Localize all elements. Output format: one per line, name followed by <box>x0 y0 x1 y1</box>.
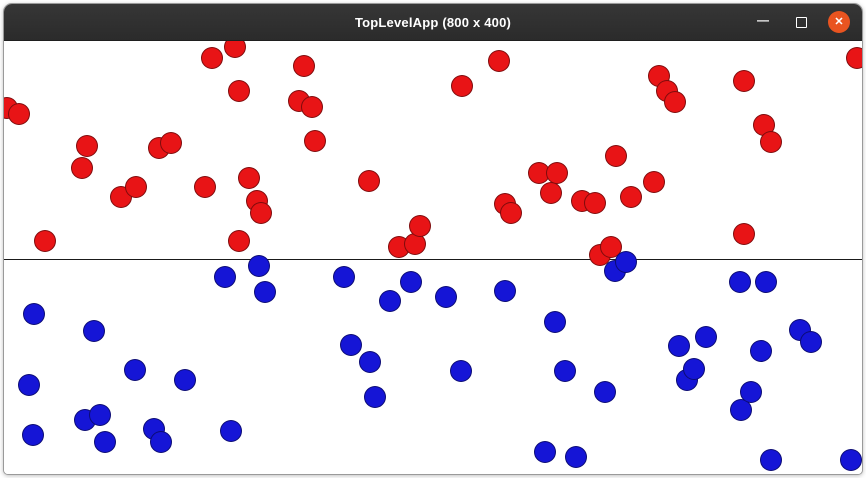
blue-dot <box>124 359 146 381</box>
red-dot <box>664 91 686 113</box>
title-bar[interactable]: TopLevelApp (800 x 400) — ✕ <box>4 4 862 41</box>
blue-dot <box>494 280 516 302</box>
red-dot <box>500 202 522 224</box>
red-dot <box>194 176 216 198</box>
blue-dot <box>94 431 116 453</box>
blue-dot <box>248 255 270 277</box>
blue-dot <box>750 340 772 362</box>
blue-dot <box>18 374 40 396</box>
red-dot <box>125 176 147 198</box>
red-dot <box>358 170 380 192</box>
blue-dot <box>214 266 236 288</box>
red-dot <box>846 47 862 69</box>
blue-dot <box>435 286 457 308</box>
blue-dot <box>83 320 105 342</box>
minimize-icon: — <box>757 13 769 27</box>
blue-dot <box>695 326 717 348</box>
blue-dot <box>359 351 381 373</box>
red-dot <box>733 70 755 92</box>
red-dot <box>250 202 272 224</box>
close-icon: ✕ <box>834 15 844 28</box>
blue-dot <box>554 360 576 382</box>
window-title: TopLevelApp (800 x 400) <box>354 14 512 30</box>
red-dot <box>8 103 30 125</box>
red-dot <box>584 192 606 214</box>
blue-dot <box>755 271 777 293</box>
red-dot <box>293 55 315 77</box>
blue-dot <box>840 449 862 471</box>
close-button[interactable]: ✕ <box>828 11 850 33</box>
blue-dot <box>729 271 751 293</box>
red-dot <box>451 75 473 97</box>
blue-dot <box>333 266 355 288</box>
divider-line <box>4 259 862 260</box>
blue-dot <box>89 404 111 426</box>
red-dot <box>643 171 665 193</box>
minimize-button[interactable]: — <box>752 11 774 33</box>
red-dot <box>304 130 326 152</box>
blue-dot <box>594 381 616 403</box>
blue-dot <box>668 335 690 357</box>
blue-dot <box>340 334 362 356</box>
maximize-button[interactable] <box>790 11 812 33</box>
red-dot <box>71 157 93 179</box>
blue-dot <box>730 399 752 421</box>
red-dot <box>605 145 627 167</box>
window-controls: — ✕ <box>752 4 850 40</box>
red-dot <box>409 215 431 237</box>
blue-dot <box>615 251 637 273</box>
canvas-stage[interactable] <box>4 41 862 474</box>
blue-dot <box>254 281 276 303</box>
blue-dot <box>379 290 401 312</box>
blue-dot <box>760 449 782 471</box>
red-dot <box>238 167 260 189</box>
blue-dot <box>683 358 705 380</box>
blue-dot <box>150 431 172 453</box>
blue-dot <box>364 386 386 408</box>
red-dot <box>228 230 250 252</box>
blue-dot <box>174 369 196 391</box>
red-dot <box>546 162 568 184</box>
red-dot <box>228 80 250 102</box>
blue-dot <box>400 271 422 293</box>
blue-dot <box>800 331 822 353</box>
red-dot <box>760 131 782 153</box>
blue-dot <box>534 441 556 463</box>
red-dot <box>733 223 755 245</box>
app-window: TopLevelApp (800 x 400) — ✕ <box>3 3 863 475</box>
blue-dot <box>565 446 587 468</box>
red-dot <box>34 230 56 252</box>
blue-dot <box>22 424 44 446</box>
blue-dot <box>23 303 45 325</box>
red-dot <box>620 186 642 208</box>
red-dot <box>488 50 510 72</box>
red-dot <box>224 41 246 58</box>
red-dot <box>201 47 223 69</box>
blue-dot <box>740 381 762 403</box>
blue-dot <box>450 360 472 382</box>
blue-dot <box>544 311 566 333</box>
red-dot <box>540 182 562 204</box>
maximize-icon <box>795 16 807 28</box>
red-dot <box>600 236 622 258</box>
red-dot <box>301 96 323 118</box>
red-dot <box>160 132 182 154</box>
red-dot <box>76 135 98 157</box>
blue-dot <box>220 420 242 442</box>
